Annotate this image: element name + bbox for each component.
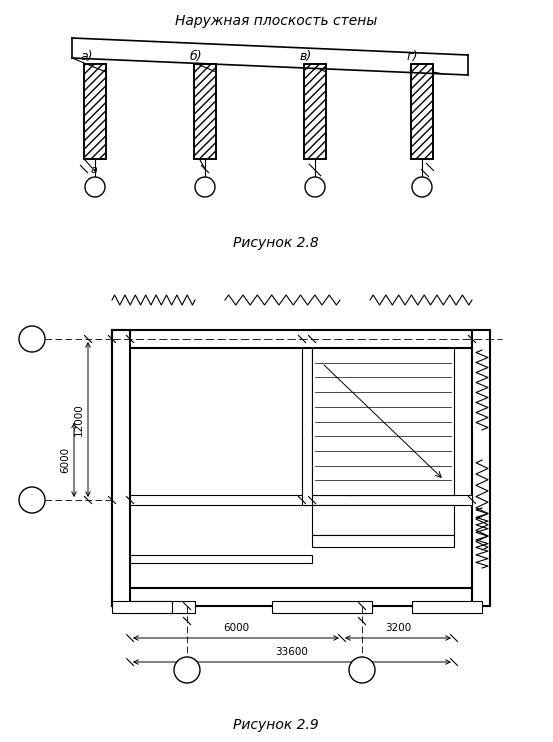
Bar bbox=[347, 348, 353, 495]
Bar bbox=[112, 330, 472, 348]
Bar bbox=[304, 64, 326, 159]
Bar bbox=[411, 64, 433, 159]
Bar bbox=[302, 348, 312, 505]
Text: г): г) bbox=[407, 50, 419, 63]
Circle shape bbox=[305, 177, 325, 197]
Bar bbox=[272, 601, 372, 613]
Text: Рисунок 2.8: Рисунок 2.8 bbox=[233, 236, 319, 250]
Circle shape bbox=[19, 487, 45, 513]
Bar bbox=[112, 601, 172, 613]
Bar bbox=[130, 555, 312, 563]
Bar bbox=[412, 601, 482, 613]
Bar bbox=[194, 64, 216, 159]
Bar bbox=[130, 601, 195, 613]
Bar bbox=[130, 495, 472, 505]
Bar bbox=[312, 348, 454, 495]
Text: 3200: 3200 bbox=[385, 623, 411, 633]
Bar bbox=[312, 535, 454, 547]
Bar bbox=[304, 64, 326, 159]
Text: а: а bbox=[91, 165, 98, 175]
Bar bbox=[312, 428, 347, 434]
Bar bbox=[84, 64, 106, 159]
Text: в): в) bbox=[300, 50, 312, 63]
Bar bbox=[411, 64, 433, 159]
Circle shape bbox=[174, 657, 200, 683]
Text: Рисунок 2.9: Рисунок 2.9 bbox=[233, 718, 319, 732]
Circle shape bbox=[195, 177, 215, 197]
Bar bbox=[194, 64, 216, 159]
Text: 6000: 6000 bbox=[60, 447, 70, 473]
Bar bbox=[304, 64, 326, 159]
Bar bbox=[84, 64, 106, 159]
Circle shape bbox=[412, 177, 432, 197]
Text: 12000: 12000 bbox=[74, 403, 84, 436]
Bar bbox=[194, 64, 216, 159]
Bar bbox=[112, 330, 130, 606]
Text: а): а) bbox=[80, 50, 92, 63]
Bar bbox=[84, 64, 106, 159]
Text: б): б) bbox=[190, 50, 202, 63]
Text: Наружная плоскость стены: Наружная плоскость стены bbox=[175, 14, 377, 28]
Circle shape bbox=[85, 177, 105, 197]
Circle shape bbox=[349, 657, 375, 683]
Bar bbox=[411, 64, 433, 159]
Text: 33600: 33600 bbox=[275, 647, 309, 657]
Bar bbox=[472, 330, 490, 606]
Circle shape bbox=[19, 326, 45, 352]
Text: 6000: 6000 bbox=[223, 623, 249, 633]
Bar bbox=[312, 505, 454, 535]
Bar bbox=[112, 588, 472, 606]
